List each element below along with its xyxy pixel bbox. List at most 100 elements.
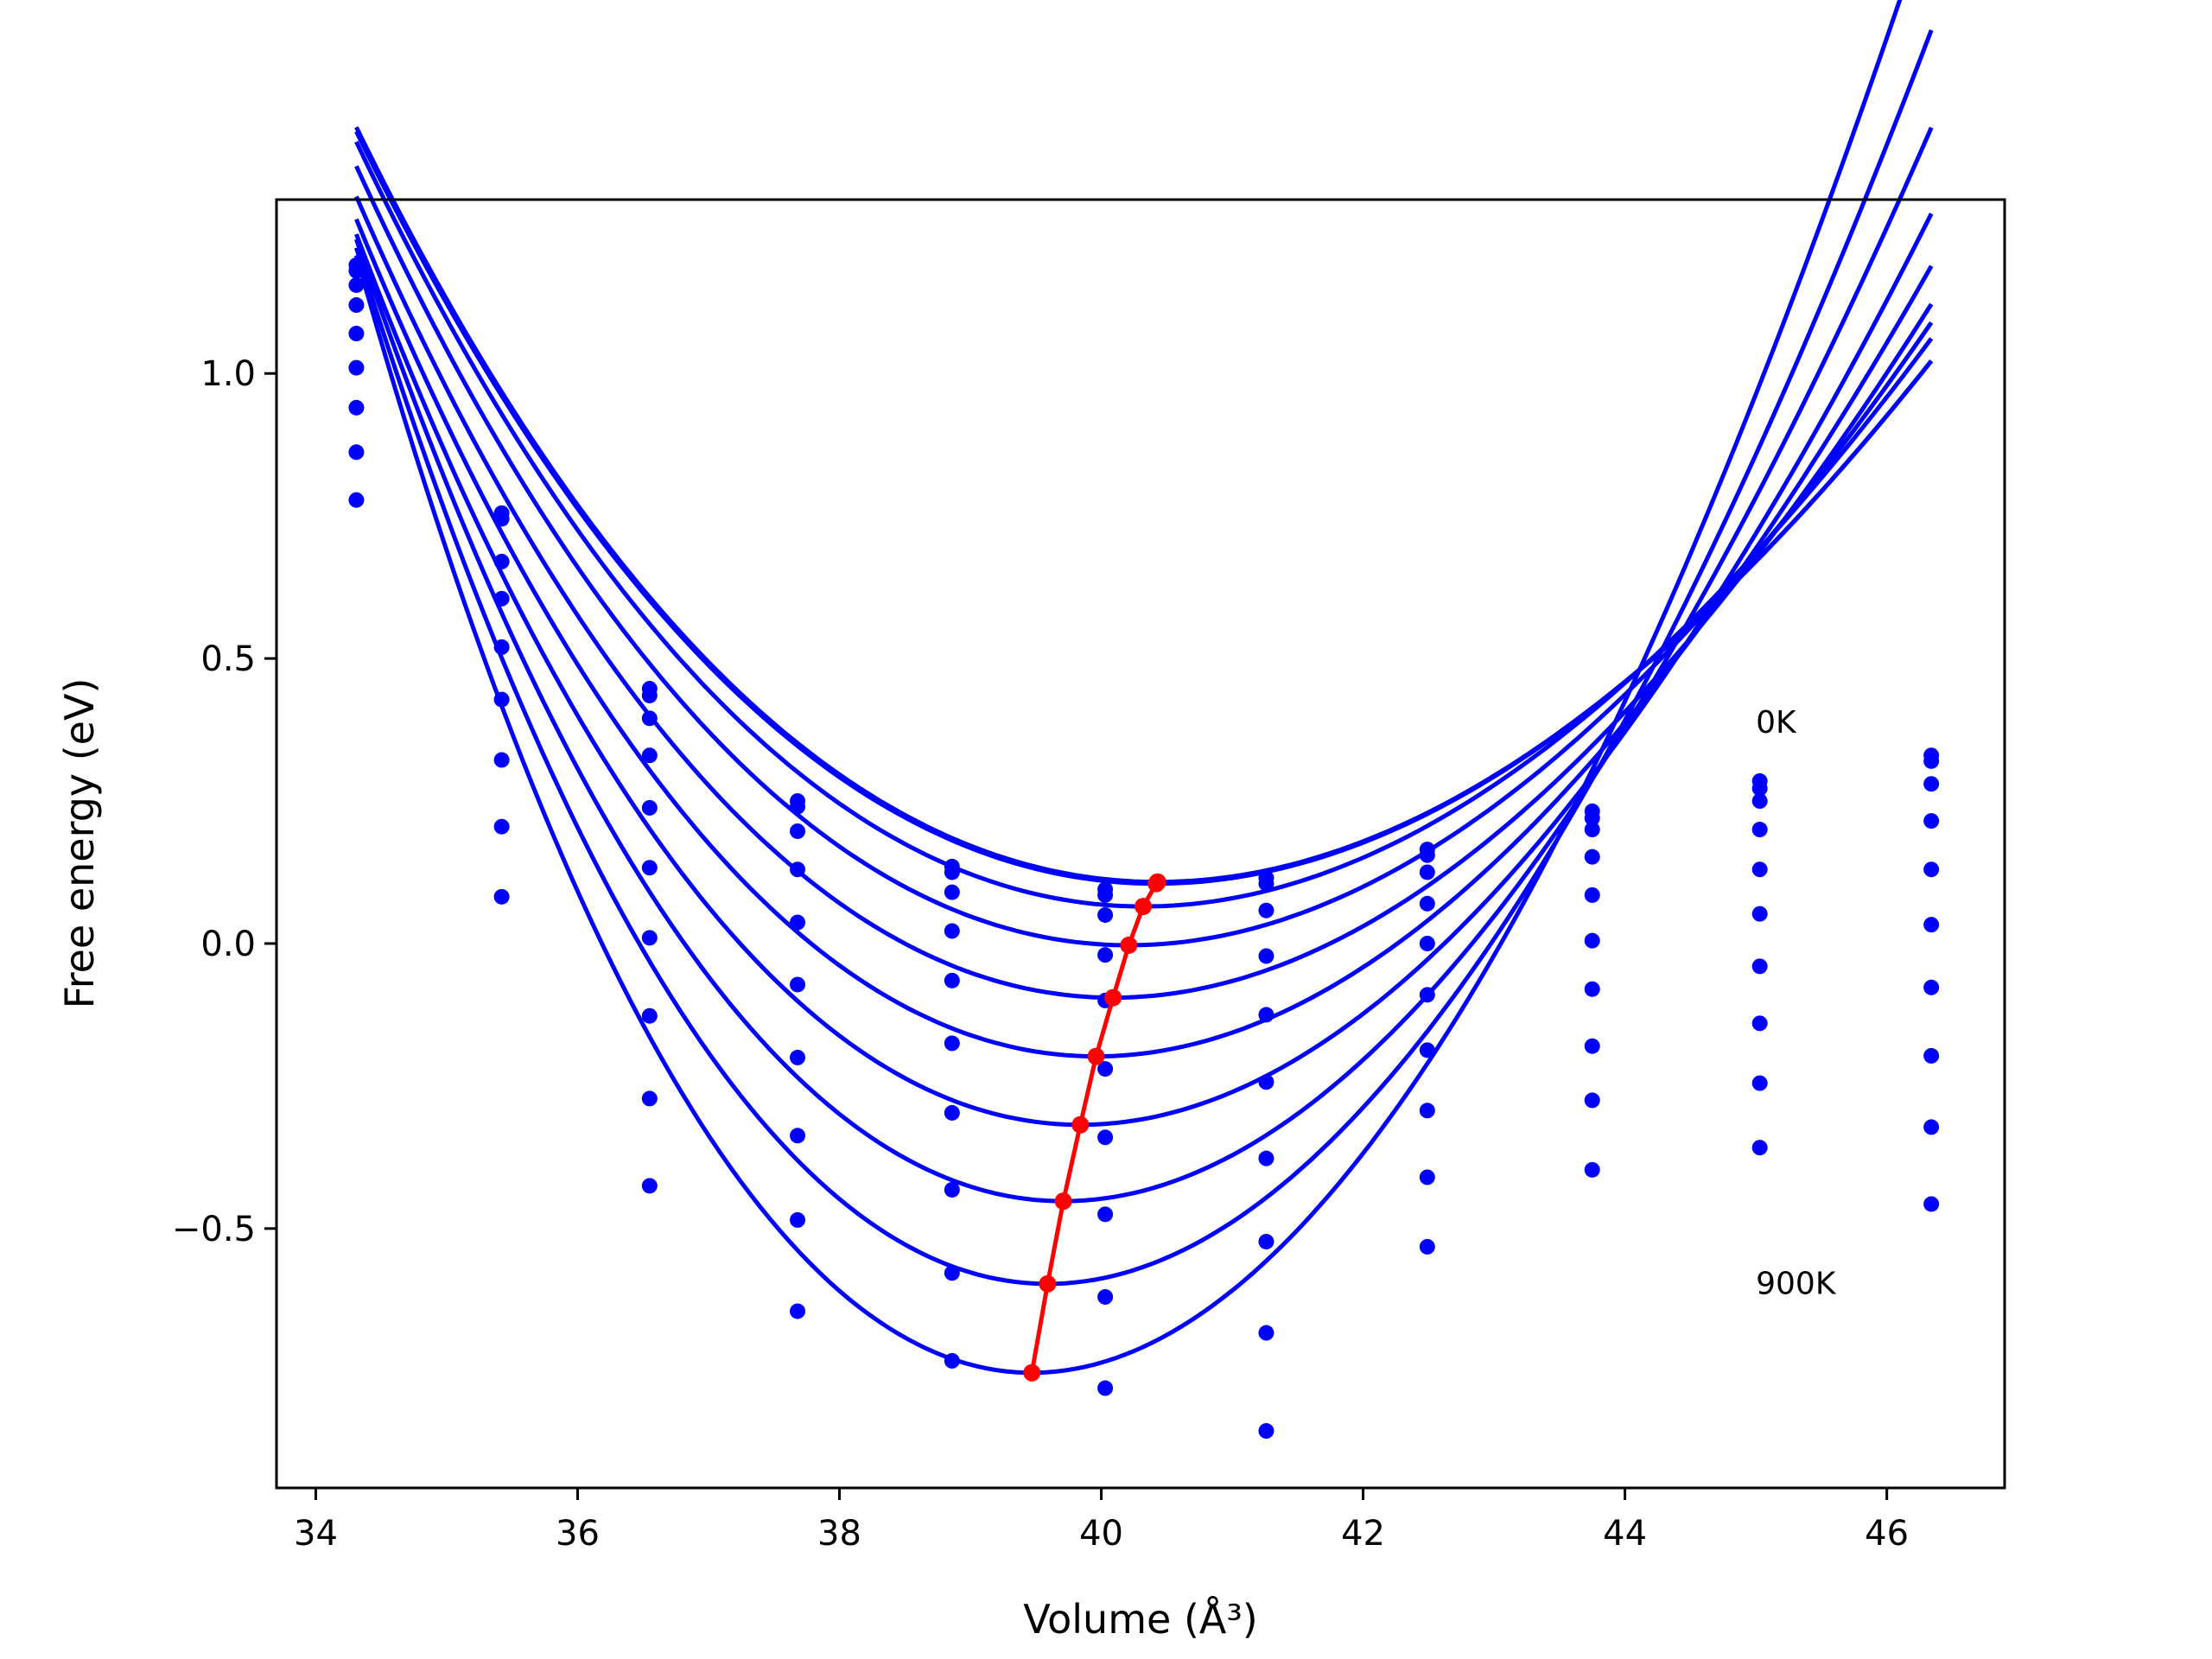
x-tick-label-44: 44 <box>1603 1514 1647 1554</box>
fit-curve-900K <box>353 0 1903 1376</box>
data-point-100K-7 <box>1419 847 1435 863</box>
data-point-500K-3 <box>790 976 806 993</box>
data-point-800K-4 <box>944 1265 960 1281</box>
x-tick-label-40: 40 <box>1079 1514 1123 1554</box>
data-point-800K-5 <box>1097 1288 1114 1305</box>
data-point-500K-10 <box>1923 917 1940 933</box>
data-point-400K-2 <box>641 799 658 816</box>
y-axis-label: Free energy (eV) <box>56 678 103 1009</box>
data-point-700K-3 <box>790 1128 806 1144</box>
data-point-800K-10 <box>1923 1119 1940 1135</box>
data-point-200K-2 <box>641 710 658 727</box>
fit-curve-0K <box>354 126 1934 885</box>
equilibrium-point-7 <box>1054 1192 1072 1211</box>
data-point-300K-6 <box>1258 948 1274 964</box>
data-point-800K-3 <box>790 1211 806 1228</box>
data-point-500K-4 <box>944 1035 960 1052</box>
data-point-200K-0 <box>348 276 365 293</box>
data-point-900K-5 <box>1097 1380 1114 1396</box>
data-point-200K-7 <box>1419 864 1435 880</box>
y-tick-label--0.5: −0.5 <box>172 1210 256 1249</box>
data-point-400K-10 <box>1923 861 1940 878</box>
plot-frame <box>275 198 2006 1490</box>
equilibrium-point-9 <box>1023 1363 1041 1382</box>
data-point-200K-10 <box>1923 776 1940 792</box>
data-point-700K-9 <box>1751 1015 1768 1032</box>
x-tick-label-34: 34 <box>294 1514 338 1554</box>
data-point-100K-9 <box>1751 780 1768 797</box>
x-tick-label-46: 46 <box>1865 1514 1909 1554</box>
data-point-400K-0 <box>348 326 365 342</box>
data-point-200K-3 <box>790 823 806 839</box>
data-point-100K-1 <box>493 511 510 527</box>
data-point-300K-5 <box>1097 947 1114 963</box>
data-point-700K-0 <box>348 444 365 461</box>
annotation-0k: 0K <box>1756 705 1797 741</box>
data-point-300K-9 <box>1751 822 1768 838</box>
data-point-400K-9 <box>1751 861 1768 878</box>
data-point-100K-4 <box>944 864 960 880</box>
data-point-600K-4 <box>944 1104 960 1121</box>
data-point-400K-1 <box>493 639 510 655</box>
data-point-300K-1 <box>493 590 510 607</box>
x-tick-label-42: 42 <box>1341 1514 1385 1554</box>
data-point-100K-3 <box>790 798 806 815</box>
y-axis-ticks: −0.5 0.0 0.5 1.0 <box>172 354 276 1249</box>
data-point-900K-3 <box>790 1303 806 1319</box>
data-point-700K-8 <box>1584 1038 1600 1054</box>
data-point-500K-5 <box>1097 1061 1114 1077</box>
data-point-700K-5 <box>1097 1206 1114 1223</box>
y-tick-label-0.5: 0.5 <box>200 639 256 679</box>
data-point-600K-6 <box>1258 1150 1274 1166</box>
data-point-600K-8 <box>1584 981 1600 997</box>
data-point-100K-2 <box>641 687 658 703</box>
fit-curve-100K <box>354 130 1934 887</box>
data-point-700K-6 <box>1258 1233 1274 1249</box>
data-point-800K-1 <box>493 888 510 905</box>
data-point-700K-7 <box>1419 1103 1435 1119</box>
data-point-500K-6 <box>1258 1074 1274 1090</box>
data-point-900K-9 <box>1751 1140 1768 1156</box>
data-point-900K-10 <box>1923 1196 1940 1212</box>
equilibrium-point-8 <box>1039 1274 1057 1293</box>
data-point-600K-5 <box>1097 1129 1114 1146</box>
data-point-800K-8 <box>1584 1092 1600 1109</box>
x-tick-label-38: 38 <box>817 1514 861 1554</box>
data-point-800K-9 <box>1751 1075 1768 1091</box>
data-point-900K-2 <box>641 1178 658 1194</box>
data-point-900K-8 <box>1584 1161 1600 1178</box>
data-point-100K-0 <box>348 263 365 279</box>
data-point-200K-8 <box>1584 822 1600 838</box>
data-point-600K-9 <box>1751 958 1768 975</box>
data-point-900K-6 <box>1258 1423 1274 1440</box>
data-point-700K-2 <box>641 1007 658 1024</box>
data-point-100K-10 <box>1923 747 1940 764</box>
data-point-600K-10 <box>1923 979 1940 995</box>
data-point-800K-6 <box>1258 1325 1274 1341</box>
data-point-200K-1 <box>493 553 510 569</box>
data-point-900K-4 <box>944 1352 960 1369</box>
data-point-600K-2 <box>641 930 658 946</box>
data-point-500K-2 <box>641 860 658 876</box>
data-point-100K-6 <box>1258 875 1274 892</box>
x-axis-ticks: 34 36 38 40 42 44 46 <box>294 1488 1909 1554</box>
data-point-300K-8 <box>1584 849 1600 865</box>
data-point-300K-10 <box>1923 813 1940 830</box>
x-tick-label-36: 36 <box>556 1514 600 1554</box>
data-point-200K-6 <box>1258 902 1274 918</box>
data-point-900K-7 <box>1419 1238 1435 1255</box>
data-point-700K-10 <box>1923 1047 1940 1064</box>
y-tick-label-1: 1.0 <box>200 354 256 394</box>
data-points <box>348 257 1940 1440</box>
x-axis-label: Volume (Å³) <box>1023 1596 1258 1643</box>
data-point-600K-7 <box>1419 1042 1435 1058</box>
data-point-600K-1 <box>493 752 510 768</box>
fit-curve-600K <box>354 213 1934 1128</box>
data-point-700K-4 <box>944 1181 960 1198</box>
data-point-200K-4 <box>944 884 960 900</box>
data-point-300K-3 <box>790 861 806 878</box>
data-point-300K-7 <box>1419 895 1435 912</box>
data-point-500K-7 <box>1419 987 1435 1003</box>
data-point-700K-1 <box>493 818 510 835</box>
